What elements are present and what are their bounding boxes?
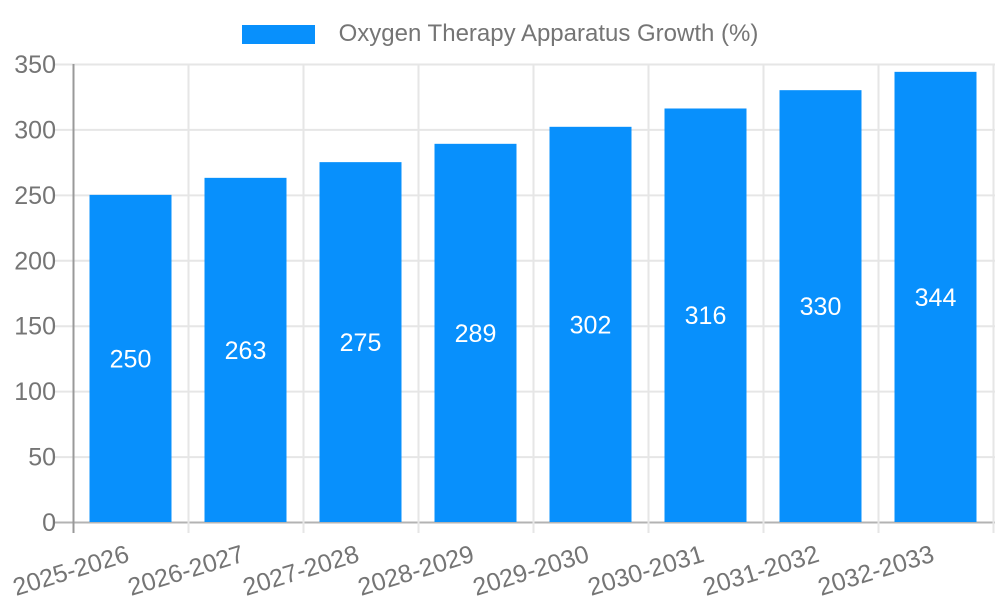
x-tick-label: 2030-2031 (585, 540, 708, 600)
bar (319, 162, 402, 522)
x-tick-label: 2031-2032 (700, 540, 823, 600)
bar (894, 71, 977, 522)
x-tick-label: 2027-2028 (240, 540, 363, 600)
y-tick-label: 100 (14, 378, 56, 406)
bar-value-label: 263 (225, 337, 267, 365)
bar (204, 177, 287, 523)
y-tick-label: 150 (14, 313, 56, 341)
bar (549, 126, 632, 522)
y-tick-label: 200 (14, 247, 56, 275)
bar (89, 194, 172, 522)
bar-value-label: 330 (800, 293, 842, 321)
bar-value-label: 316 (685, 302, 727, 330)
bar-value-label: 344 (915, 284, 957, 312)
y-tick-label: 50 (28, 444, 56, 472)
x-tick-label: 2029-2030 (470, 540, 593, 600)
x-tick-label: 2026-2027 (125, 540, 248, 600)
bar-value-label: 250 (110, 345, 152, 373)
bar (664, 108, 747, 523)
bar (434, 143, 517, 522)
x-tick-label: 2028-2029 (355, 540, 478, 600)
y-tick-label: 300 (14, 116, 56, 144)
bar (779, 90, 862, 523)
y-tick-label: 0 (42, 509, 56, 537)
x-tick-label: 2025-2026 (10, 540, 133, 600)
bar-value-label: 275 (340, 329, 382, 357)
x-tick-label: 2032-2033 (815, 540, 938, 600)
legend-label: Oxygen Therapy Apparatus Growth (%) (338, 20, 759, 47)
legend-swatch (241, 24, 315, 44)
bar-value-label: 302 (570, 311, 612, 339)
bar-value-label: 289 (455, 320, 497, 348)
chart-legend: Oxygen Therapy Apparatus Growth (%) (0, 20, 1000, 48)
y-tick-label: 250 (14, 182, 56, 210)
y-tick-label: 350 (14, 51, 56, 79)
